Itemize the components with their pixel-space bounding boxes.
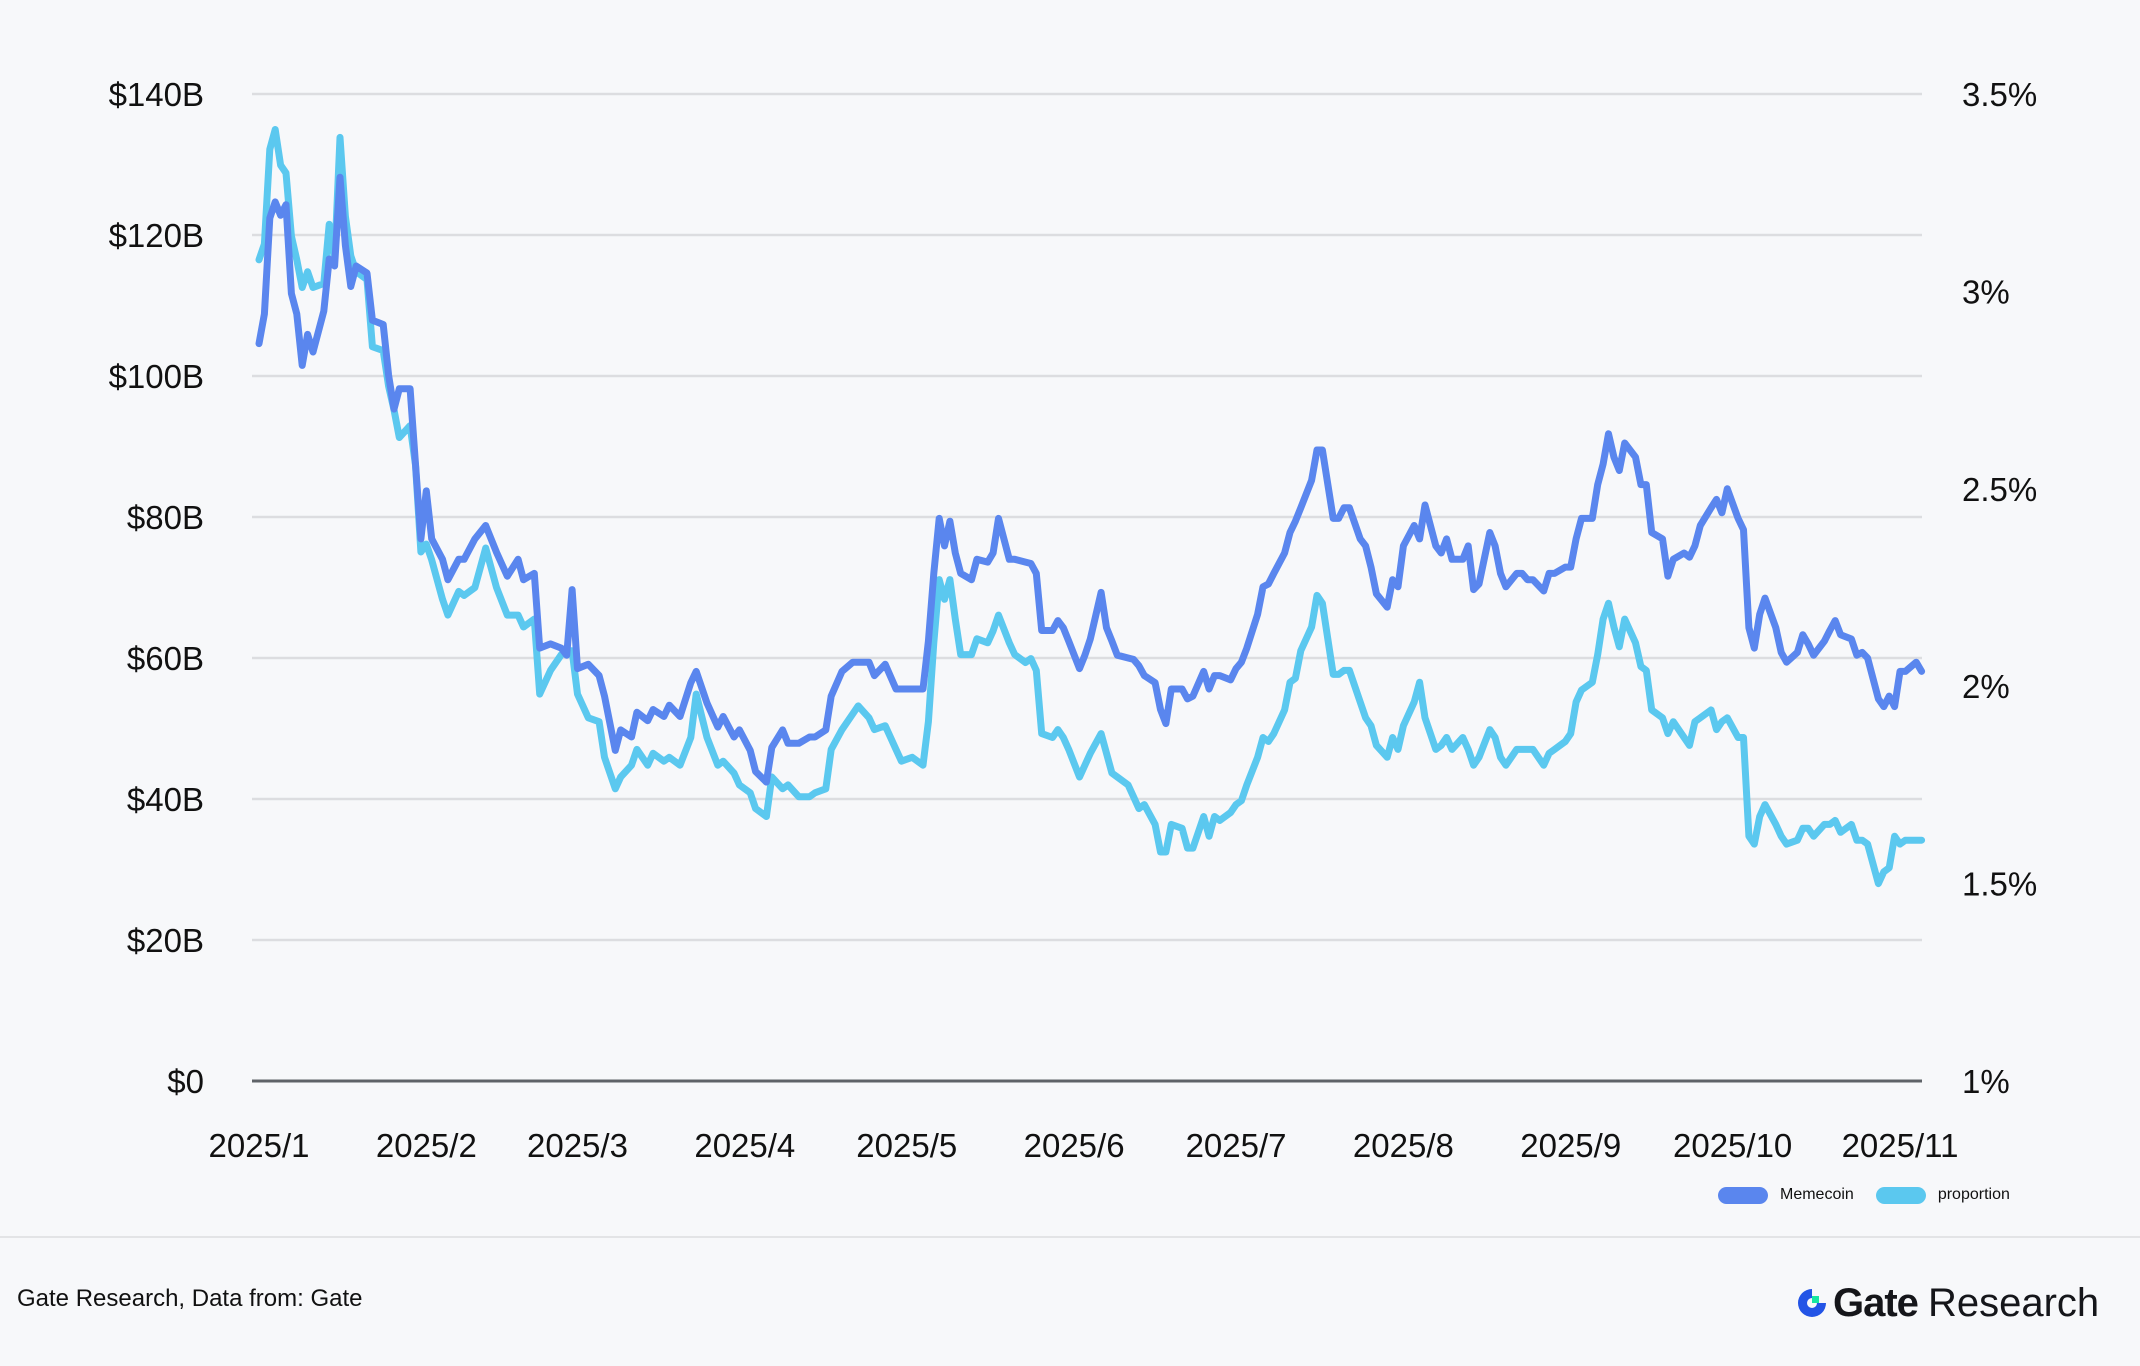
left-tick-label: $100B (109, 358, 204, 395)
source-note: Gate Research, Data from: Gate (17, 1285, 363, 1312)
left-tick-label: $80B (127, 499, 204, 536)
gridlines (252, 92, 1922, 1083)
x-tick-label: 2025/5 (856, 1127, 957, 1164)
gate-logo-icon (1795, 1286, 1829, 1320)
brand-logo-lockup: Gate Research (1795, 1278, 2099, 1328)
x-axis-ticks: 2025/1 2025/2 2025/3 2025/4 2025/5 2025/6 2025… (209, 1127, 1959, 1164)
footer-divider (0, 1236, 2140, 1238)
right-tick-label: 3.5% (1962, 76, 2037, 113)
x-tick-label: 2025/9 (1520, 1127, 1621, 1164)
line-chart: $0 $20B $40B $60B $80B $100B $120B $140B 1% 1.5%… (109, 76, 2038, 1164)
left-axis-ticks: $0 $20B $40B $60B $80B $100B $120B $140B (109, 76, 204, 1100)
legend-swatch-proportion (1875, 1186, 1926, 1204)
right-tick-label: 2.5% (1962, 471, 2037, 508)
brand-suffix: Research (1927, 1280, 2100, 1325)
x-tick-label: 2025/10 (1673, 1127, 1792, 1164)
right-axis-ticks: 1% 1.5% 2% 2.5% 3% 3.5% (1962, 76, 2037, 1100)
series-lines (255, 126, 1926, 888)
series-line-proportion (255, 126, 1926, 888)
left-tick-label: $40B (127, 781, 204, 818)
left-tick-label: $0 (167, 1063, 204, 1100)
legend: Memecoin proportion (1718, 1186, 2032, 1204)
x-tick-label: 2025/2 (376, 1127, 477, 1164)
left-tick-label: $120B (109, 217, 204, 254)
brand-name: Gate (1833, 1280, 1919, 1325)
x-tick-label: 2025/11 (1842, 1127, 1959, 1164)
left-tick-label: $60B (127, 640, 204, 677)
legend-swatch-memecoin (1718, 1186, 1768, 1204)
series-line-memecoin (255, 173, 1926, 786)
legend-item-proportion[interactable]: proportion (1875, 1186, 2010, 1204)
right-tick-label: 2% (1962, 668, 2010, 705)
x-tick-label: 2025/3 (527, 1127, 628, 1164)
right-tick-label: 3% (1962, 273, 2010, 310)
x-tick-label: 2025/8 (1353, 1127, 1454, 1164)
legend-label-proportion: proportion (1937, 1186, 2010, 1203)
left-tick-label: $140B (109, 76, 204, 113)
left-tick-label: $20B (127, 922, 204, 959)
x-tick-label: 2025/6 (1024, 1127, 1125, 1164)
legend-item-memecoin[interactable]: Memecoin (1718, 1186, 1854, 1204)
legend-label-memecoin: Memecoin (1780, 1186, 1854, 1203)
right-tick-label: 1% (1962, 1063, 2010, 1100)
right-tick-label: 1.5% (1962, 866, 2037, 903)
x-tick-label: 2025/7 (1186, 1127, 1287, 1164)
x-tick-label: 2025/4 (694, 1127, 795, 1164)
x-tick-label: 2025/1 (209, 1127, 310, 1164)
